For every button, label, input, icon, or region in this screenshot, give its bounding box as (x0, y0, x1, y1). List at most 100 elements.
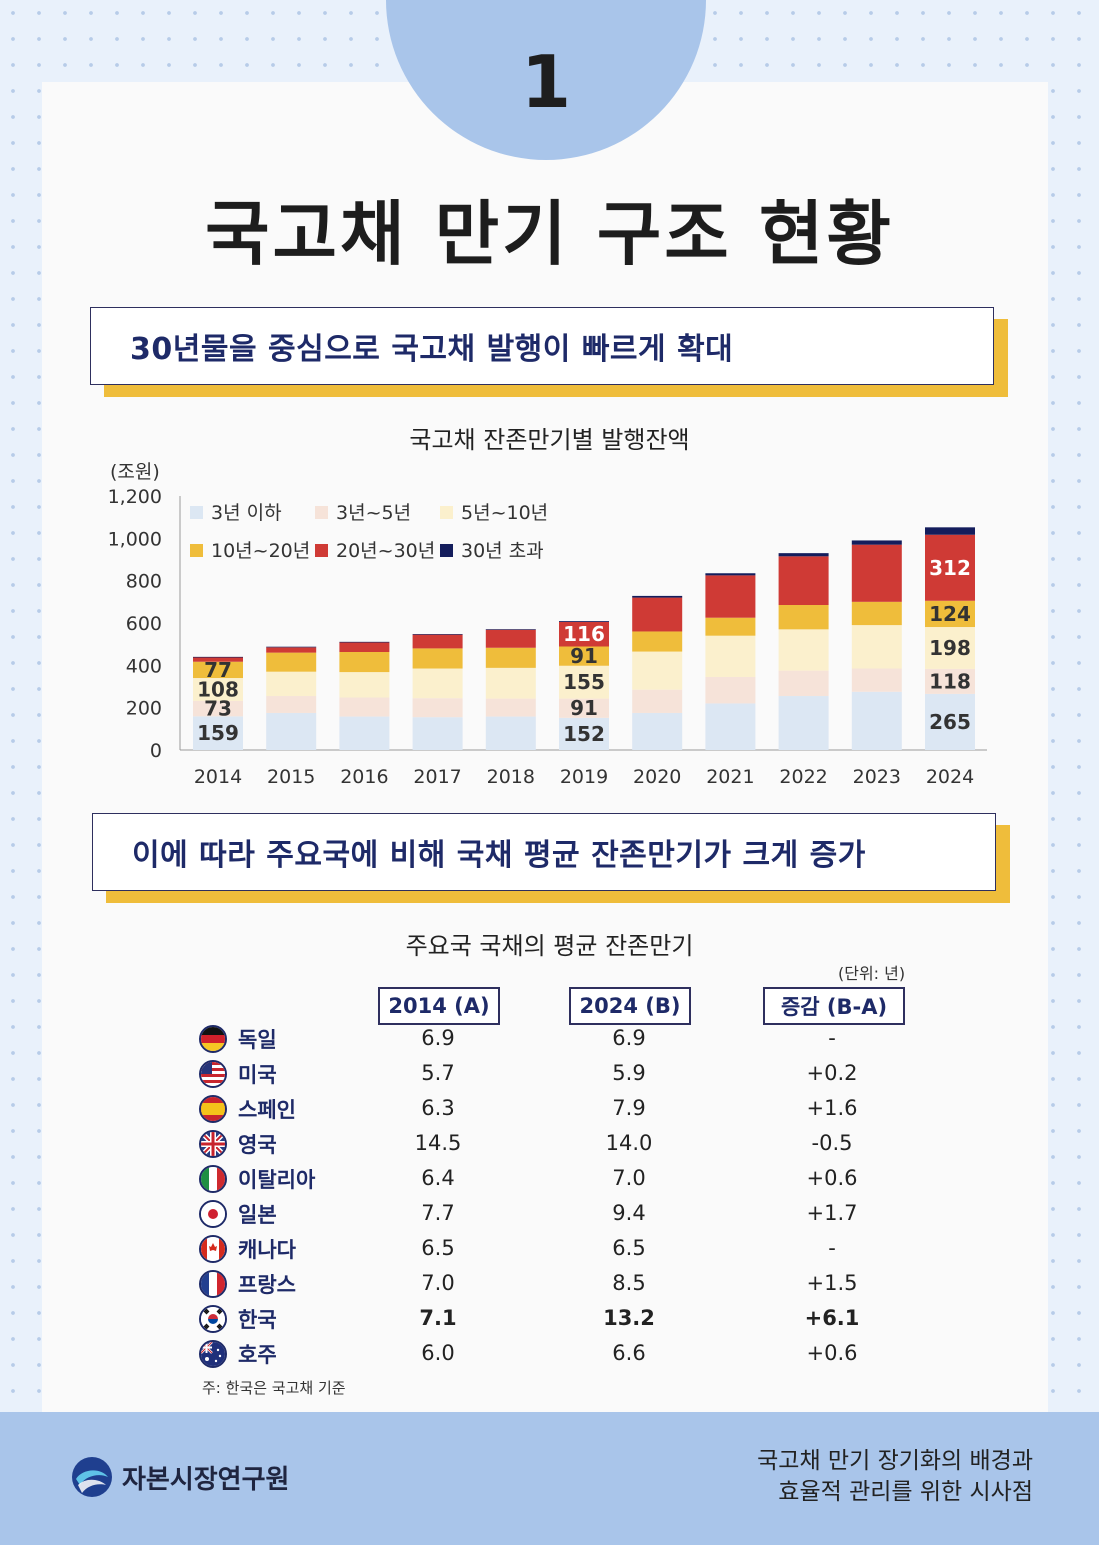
bar-2014-4 (193, 661, 243, 679)
uk-flag-icon (199, 1130, 227, 1158)
value-2024: 6.5 (612, 1236, 646, 1260)
table-row: 영국 14.5 14.0 -0.5 (0, 1127, 1099, 1162)
legend-swatch (190, 544, 203, 557)
table-row: 한국 7.1 13.2 +6.1 (0, 1302, 1099, 1337)
data-label: 77 (204, 658, 232, 682)
bar-2015-2 (266, 696, 317, 713)
report-title-line-1: 국고채 만기 장기화의 배경과 (757, 1448, 1033, 1474)
x-tick-label: 2021 (706, 766, 754, 788)
country-name: 미국 (238, 1063, 277, 1087)
country-name: 이탈리아 (238, 1168, 316, 1192)
bar-2016-4 (339, 651, 390, 673)
data-label: 124 (929, 602, 971, 626)
bar-2016-2 (339, 697, 390, 717)
bar-2020-5 (632, 597, 683, 632)
legend-swatch (315, 506, 328, 519)
bar-2014-6 (193, 656, 243, 658)
bar-2021-1 (705, 703, 756, 750)
bar-2021-5 (705, 575, 756, 618)
value-change: -0.5 (811, 1131, 853, 1155)
bar-2017-4 (412, 648, 463, 669)
legend-label: 3년 이하 (211, 502, 282, 524)
y-tick-label: 800 (126, 571, 162, 593)
canada-flag-icon (199, 1235, 227, 1263)
table-unit: (단위: 년) (838, 964, 906, 983)
legend-label: 30년 초과 (461, 540, 544, 562)
data-label: 116 (563, 622, 605, 646)
data-label: 159 (197, 721, 239, 745)
value-change: +6.1 (804, 1306, 860, 1330)
value-2014: 6.4 (421, 1166, 455, 1190)
footer-bar (0, 1412, 1099, 1545)
bar-2015-5 (266, 647, 317, 653)
table-row: 일본 7.7 9.4 +1.7 (0, 1197, 1099, 1232)
bar-2021-2 (705, 676, 756, 704)
bar-2024-3 (925, 627, 975, 669)
legend-swatch (190, 506, 203, 519)
value-2014: 6.5 (421, 1236, 455, 1260)
bar-2024-1 (925, 693, 975, 750)
y-tick-label: 1,000 (108, 528, 162, 550)
header-change: 증감 (B-A) (763, 987, 905, 1025)
value-2024: 8.5 (612, 1271, 646, 1295)
bar-2015-6 (266, 646, 317, 648)
data-label: 312 (929, 556, 971, 580)
x-tick-label: 2023 (853, 766, 901, 788)
data-label: 108 (197, 677, 239, 701)
bar-2015-1 (266, 712, 317, 750)
country-name: 캐나다 (238, 1238, 296, 1262)
bar-2021-4 (705, 617, 756, 636)
header-2024: 2024 (B) (569, 987, 691, 1025)
bar-2024-6 (925, 527, 975, 535)
x-tick-label: 2018 (487, 766, 535, 788)
bar-2016-5 (339, 642, 390, 652)
bar-2023-5 (851, 544, 902, 602)
data-label: 265 (929, 710, 971, 734)
bar-2024-5 (925, 534, 975, 601)
value-change: +1.7 (806, 1201, 858, 1225)
bar-2017-3 (412, 668, 463, 699)
bar-2017-1 (412, 717, 463, 750)
value-2024: 13.2 (603, 1306, 655, 1330)
header-2014: 2014 (A) (378, 987, 500, 1025)
x-tick-label: 2020 (633, 766, 681, 788)
page-title: 국고채 만기 구조 현황 (205, 193, 894, 275)
value-2014: 5.7 (421, 1061, 455, 1085)
value-2024: 14.0 (605, 1131, 653, 1155)
table-note: 주: 한국은 국고채 기준 (202, 1379, 346, 1397)
x-tick-label: 2014 (194, 766, 242, 788)
bar-2021-6 (705, 573, 756, 576)
bar-2016-6 (339, 641, 390, 643)
legend-swatch (440, 506, 453, 519)
value-change: +1.5 (806, 1271, 858, 1295)
australia-flag-icon (199, 1340, 227, 1368)
table-row: 호주 6.0 6.6 +0.6 (0, 1337, 1099, 1372)
table-row: 캐나다 6.5 6.5 - (0, 1232, 1099, 1267)
bar-2016-1 (339, 716, 390, 750)
bar-2022-5 (778, 556, 829, 606)
value-2014: 7.0 (421, 1271, 455, 1295)
legend-label: 20년~30년 (336, 540, 435, 562)
country-name: 한국 (238, 1308, 277, 1332)
chart-unit-label: (조원) (110, 461, 160, 483)
bar-2024-2 (925, 668, 975, 694)
bar-2019-6 (559, 621, 609, 622)
badge-number: 1 (520, 40, 572, 124)
value-2024: 7.0 (612, 1166, 646, 1190)
bar-2022-1 (778, 696, 829, 750)
table-row: 프랑스 7.0 8.5 +1.5 (0, 1267, 1099, 1302)
legend-label: 10년~20년 (211, 540, 310, 562)
bar-2023-6 (851, 540, 902, 545)
y-tick-label: 200 (126, 698, 162, 720)
bar-2014-2 (193, 700, 243, 717)
legend-swatch (315, 544, 328, 557)
x-tick-label: 2015 (267, 766, 315, 788)
table-row: 이탈리아 6.4 7.0 +0.6 (0, 1162, 1099, 1197)
bar-2019-3 (559, 665, 609, 699)
data-label: 198 (929, 636, 971, 660)
bar-2017-2 (412, 698, 463, 718)
data-label: 91 (570, 644, 598, 668)
bar-2015-4 (266, 652, 317, 672)
bar-2023-1 (851, 691, 902, 750)
